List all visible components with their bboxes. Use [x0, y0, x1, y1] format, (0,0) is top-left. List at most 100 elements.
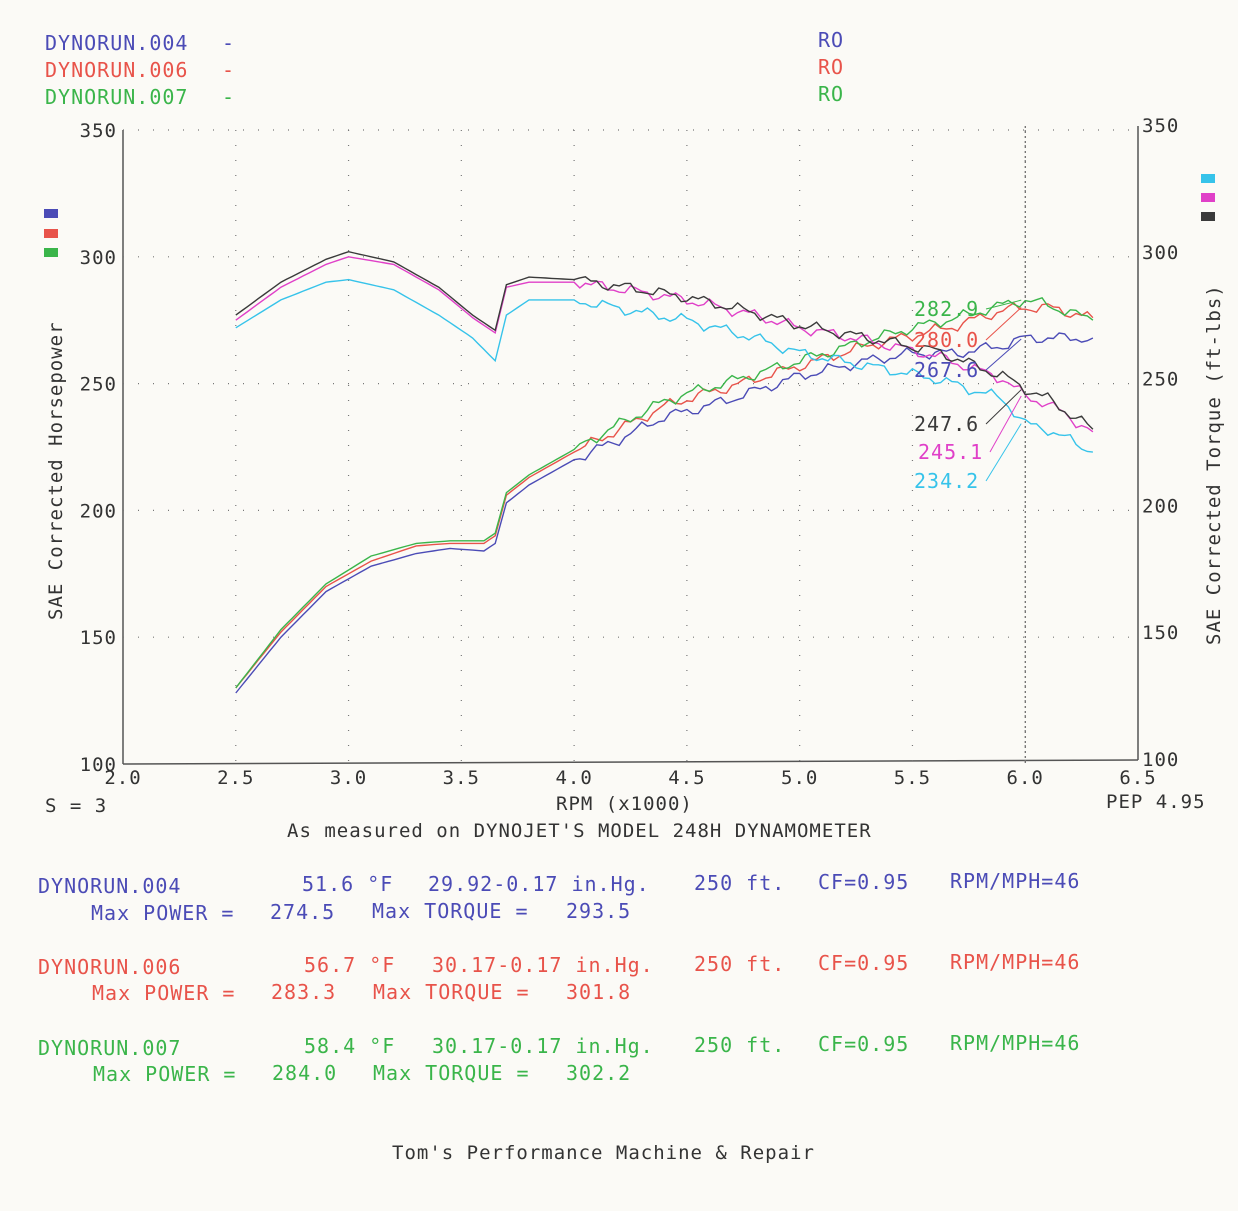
run-info-baro: 29.92-0.17 in.Hg.	[428, 872, 650, 896]
right-axis-title: SAE Corrected Torque (ft-lbs)	[1203, 284, 1225, 645]
run-info-power-value: 283.3	[271, 980, 336, 1004]
x-tick-label: 5.5	[894, 767, 931, 789]
rpm-cursor: 282.9 280.0 267.6 247.6 245.1 234.2	[914, 126, 1026, 764]
cursor-leader-line	[985, 307, 1022, 341]
run-info-elev: 250 ft.	[694, 1033, 785, 1057]
run-info-baro: 30.17-0.17 in.Hg.	[432, 1034, 654, 1058]
left-axis-title: SAE Corrected Horsepower	[45, 321, 67, 620]
x-tick-label: 4.0	[555, 767, 592, 789]
run-info-temp: 56.7 °F	[304, 953, 395, 977]
cursor-leader-line	[989, 395, 1022, 453]
run-info-power-value: 274.5	[270, 900, 335, 924]
x-tick-label: 4.5	[668, 767, 705, 789]
series-line-torque-dynorun007	[235, 250, 1094, 430]
plot-frame	[122, 126, 1139, 765]
cursor-value-label: 247.6	[914, 412, 979, 436]
cursor-value-label: 234.2	[914, 469, 979, 493]
right-tick-label: 300	[1142, 242, 1179, 264]
cursor-value-label: 245.1	[918, 440, 983, 464]
tick-labels: 2.0 2.5 3.0 3.5 4.0 4.5 5.0 5.5 6.0 6.51001502002…	[80, 115, 1179, 789]
run-info-ratio: RPM/MPH=46	[950, 950, 1080, 974]
x-tick-label: 2.0	[104, 767, 141, 789]
run-info-ratio: RPM/MPH=46	[950, 1031, 1080, 1055]
cursor-leader-line	[985, 299, 1022, 310]
footer-shop-name: Tom's Performance Machine & Repair	[392, 1142, 815, 1164]
run-info-torque-label: Max TORQUE =	[372, 899, 529, 923]
run-info-elev: 250 ft.	[694, 871, 785, 895]
run-info-temp: 51.6 °F	[302, 872, 393, 896]
run-info-elev: 250 ft.	[694, 952, 785, 976]
right-tick-label: 200	[1142, 495, 1179, 517]
legend-run-006-ro: RO	[818, 55, 844, 79]
left-tick-label: 150	[80, 627, 117, 649]
cursor-leader-line	[985, 423, 1022, 482]
run-info-temp: 58.4 °F	[304, 1034, 395, 1058]
x-axis-line	[122, 759, 1139, 765]
left-tick-label: 100	[80, 754, 117, 776]
x-tick-label: 6.5	[1119, 767, 1156, 789]
right-tick-label: 100	[1142, 749, 1179, 771]
run-info-torque-value: 302.2	[566, 1061, 631, 1085]
legend-run-007-name: DYNORUN.007	[45, 85, 188, 109]
run-info-torque-value: 301.8	[566, 980, 631, 1004]
legend-run-007-ro: RO	[818, 82, 844, 106]
left-swatches	[44, 209, 58, 257]
series-line-power-dynorun004	[235, 332, 1094, 694]
cursor-leader-line	[985, 338, 1022, 371]
left-tick-label: 200	[80, 500, 117, 522]
swatch-torque-004	[1201, 174, 1215, 183]
run-info-cf: CF=0.95	[818, 1032, 909, 1056]
run-info-power-label: Max POWER =	[92, 981, 235, 1005]
run-info-name: DYNORUN.004	[38, 874, 181, 898]
run-info-power-label: Max POWER =	[93, 1062, 236, 1086]
cursor-value-label: 267.6	[914, 358, 979, 382]
version-label: PEP 4.95	[1106, 791, 1206, 813]
run-info-baro: 30.17-0.17 in.Hg.	[432, 953, 654, 977]
x-axis-title: RPM (x1000)	[556, 793, 693, 815]
swatch-power-007	[44, 248, 58, 257]
legend-run-007-dash: -	[222, 85, 235, 109]
run-info-torque-value: 293.5	[566, 899, 631, 923]
series-line-torque-dynorun004	[235, 278, 1093, 453]
legend: DYNORUN.004 - RO DYNORUN.006 - RO DYNORU…	[45, 28, 844, 109]
run-info-ratio: RPM/MPH=46	[950, 869, 1080, 893]
run-info-004: DYNORUN.004 51.6 °F 29.92-0.17 in.Hg. 25…	[38, 869, 1080, 925]
cursor-value-label: 280.0	[914, 328, 979, 352]
left-tick-label: 250	[80, 374, 117, 396]
swatch-power-006	[44, 229, 58, 238]
cursor-value-label: 282.9	[914, 297, 979, 321]
smoothing-label: S = 3	[45, 795, 107, 817]
x-tick-label: 3.0	[330, 767, 367, 789]
grid	[123, 129, 1138, 764]
x-tick-label: 5.0	[781, 767, 818, 789]
run-info-name: DYNORUN.006	[38, 955, 181, 979]
left-tick-label: 300	[80, 247, 117, 269]
run-info-007: DYNORUN.007 58.4 °F 30.17-0.17 in.Hg. 25…	[38, 1031, 1080, 1086]
legend-run-004-dash: -	[222, 31, 235, 55]
x-tick-label: 6.0	[1007, 767, 1044, 789]
run-info-006: DYNORUN.006 56.7 °F 30.17-0.17 in.Hg. 25…	[38, 950, 1080, 1005]
dyno-subtitle: As measured on DYNOJET'S MODEL 248H DYNA…	[287, 820, 872, 842]
legend-run-004-ro: RO	[818, 28, 844, 52]
x-tick-label: 3.5	[443, 767, 480, 789]
right-tick-label: 350	[1142, 115, 1179, 137]
right-swatches	[1201, 174, 1215, 221]
run-info-cf: CF=0.95	[818, 951, 909, 975]
swatch-torque-007	[1201, 212, 1215, 221]
legend-run-006-name: DYNORUN.006	[45, 58, 188, 82]
legend-run-006-dash: -	[222, 58, 235, 82]
run-info-power-label: Max POWER =	[91, 901, 234, 925]
run-info-cf: CF=0.95	[818, 870, 909, 894]
run-info-torque-label: Max TORQUE =	[373, 1061, 530, 1085]
series-lines	[235, 250, 1094, 694]
series-line-power-dynorun007	[235, 296, 1094, 689]
run-info-power-value: 284.0	[272, 1061, 337, 1085]
legend-run-004-name: DYNORUN.004	[45, 31, 188, 55]
right-tick-label: 150	[1142, 622, 1179, 644]
run-info-name: DYNORUN.007	[38, 1036, 181, 1060]
run-info-torque-label: Max TORQUE =	[373, 980, 530, 1004]
series-line-power-dynorun006	[235, 302, 1094, 689]
left-tick-label: 350	[80, 120, 117, 142]
swatch-torque-006	[1201, 193, 1215, 202]
